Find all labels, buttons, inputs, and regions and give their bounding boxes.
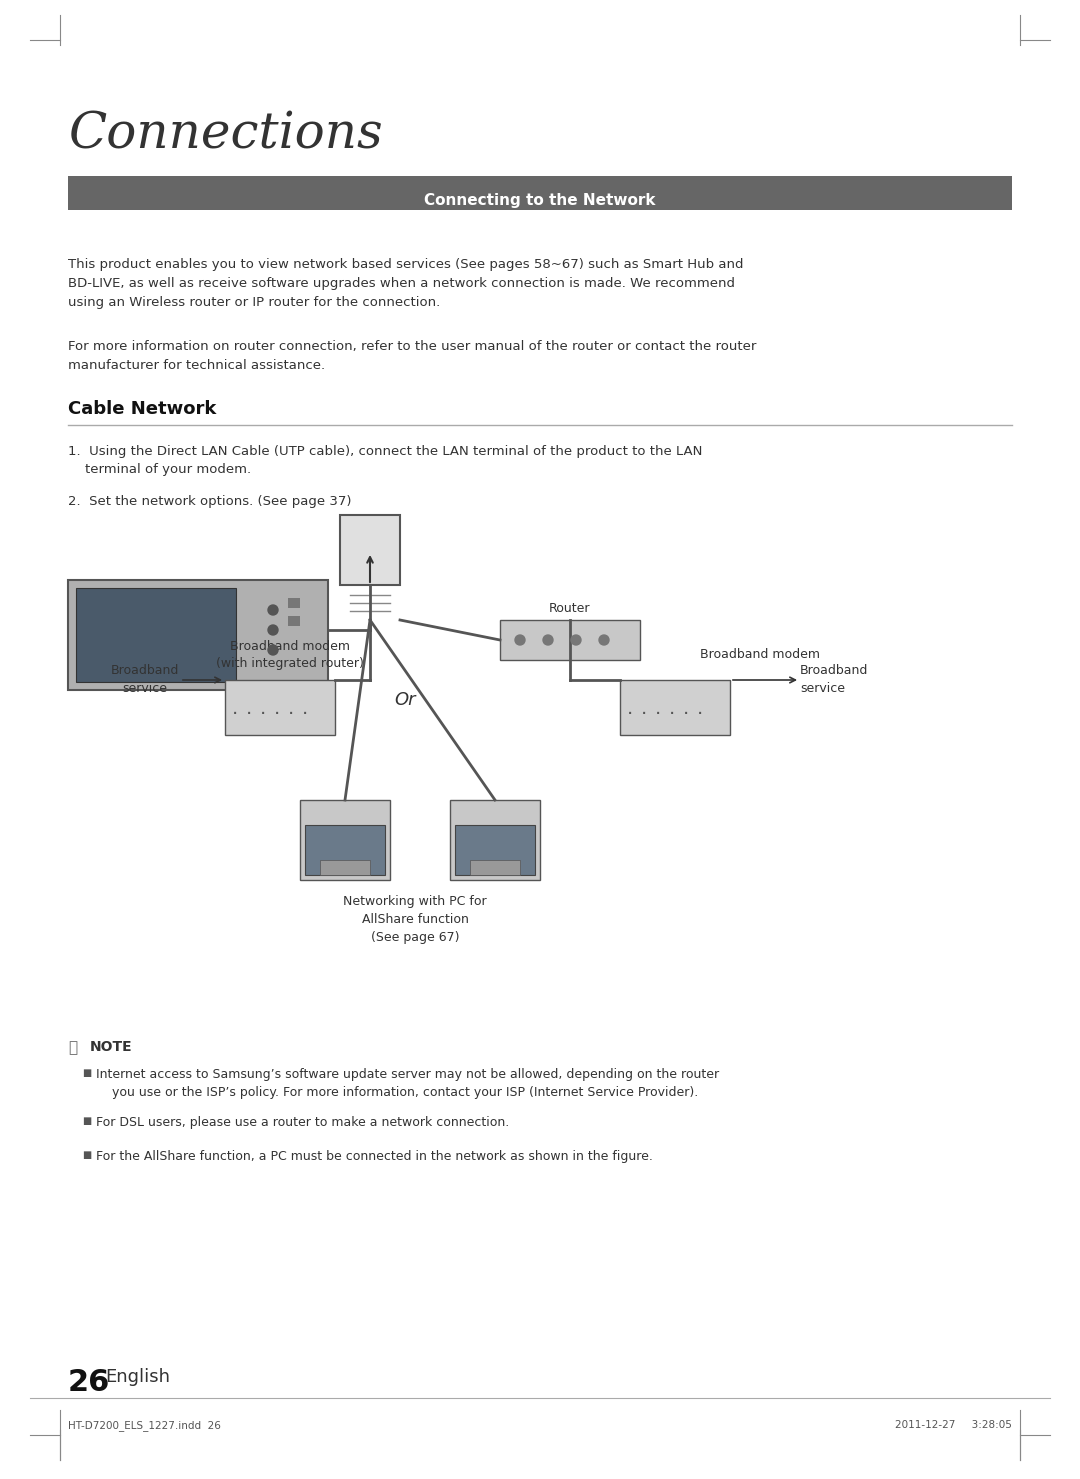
Text: Cable Network: Cable Network: [68, 399, 216, 419]
Text: ■: ■: [82, 1068, 91, 1078]
FancyBboxPatch shape: [300, 800, 390, 880]
Text: Broadband modem
(with integrated router): Broadband modem (with integrated router): [216, 639, 364, 670]
Text: 26: 26: [68, 1368, 110, 1398]
Text: Or: Or: [394, 691, 416, 708]
Text: NOTE: NOTE: [90, 1040, 133, 1055]
Circle shape: [571, 634, 581, 645]
Text: Connections: Connections: [68, 109, 382, 160]
Text: Broadband
service: Broadband service: [111, 664, 179, 695]
Text: Internet access to Samsung’s software update server may not be allowed, dependin: Internet access to Samsung’s software up…: [96, 1068, 719, 1099]
FancyBboxPatch shape: [288, 598, 300, 608]
Text: Connecting to the Network: Connecting to the Network: [424, 192, 656, 209]
Text: HT-D7200_ELS_1227.indd  26: HT-D7200_ELS_1227.indd 26: [68, 1420, 221, 1430]
Text: For DSL users, please use a router to make a network connection.: For DSL users, please use a router to ma…: [96, 1117, 510, 1128]
Text: .: .: [232, 698, 238, 717]
FancyBboxPatch shape: [320, 859, 370, 876]
Circle shape: [515, 634, 525, 645]
Text: 1.  Using the Direct LAN Cable (UTP cable), connect the LAN terminal of the prod: 1. Using the Direct LAN Cable (UTP cable…: [68, 445, 702, 476]
FancyBboxPatch shape: [620, 680, 730, 735]
Text: Broadband
service: Broadband service: [800, 664, 868, 695]
FancyBboxPatch shape: [68, 176, 1012, 210]
FancyBboxPatch shape: [500, 620, 640, 660]
Text: This product enables you to view network based services (See pages 58~67) such a: This product enables you to view network…: [68, 257, 743, 309]
Text: Networking with PC for
AllShare function
(See page 67): Networking with PC for AllShare function…: [343, 895, 487, 944]
FancyBboxPatch shape: [225, 680, 335, 735]
FancyBboxPatch shape: [470, 859, 519, 876]
Circle shape: [268, 605, 278, 615]
Text: .: .: [654, 698, 661, 717]
Circle shape: [599, 634, 609, 645]
FancyBboxPatch shape: [76, 589, 237, 682]
Circle shape: [268, 626, 278, 634]
Text: ■: ■: [82, 1151, 91, 1160]
Text: .: .: [626, 698, 633, 717]
FancyBboxPatch shape: [450, 800, 540, 880]
FancyBboxPatch shape: [455, 825, 535, 876]
Text: English: English: [105, 1368, 170, 1386]
Text: 📝: 📝: [68, 1040, 77, 1055]
Text: 2.  Set the network options. (See page 37): 2. Set the network options. (See page 37…: [68, 495, 351, 507]
Text: ■: ■: [82, 1117, 91, 1126]
FancyBboxPatch shape: [288, 615, 300, 626]
Circle shape: [543, 634, 553, 645]
Text: .: .: [274, 698, 280, 717]
Text: .: .: [669, 698, 675, 717]
FancyBboxPatch shape: [305, 825, 384, 876]
FancyBboxPatch shape: [340, 515, 400, 586]
Text: Broadband modem: Broadband modem: [700, 648, 820, 661]
Text: Router: Router: [550, 602, 591, 615]
FancyBboxPatch shape: [68, 580, 328, 691]
Text: For more information on router connection, refer to the user manual of the route: For more information on router connectio…: [68, 340, 756, 373]
Text: .: .: [697, 698, 703, 717]
Circle shape: [268, 645, 278, 655]
Text: .: .: [288, 698, 294, 717]
Text: 2011-12-27     3:28:05: 2011-12-27 3:28:05: [895, 1420, 1012, 1430]
Text: .: .: [640, 698, 647, 717]
Text: .: .: [683, 698, 689, 717]
Text: .: .: [246, 698, 252, 717]
Text: For the AllShare function, a PC must be connected in the network as shown in the: For the AllShare function, a PC must be …: [96, 1151, 653, 1162]
Text: .: .: [260, 698, 266, 717]
Text: .: .: [302, 698, 308, 717]
